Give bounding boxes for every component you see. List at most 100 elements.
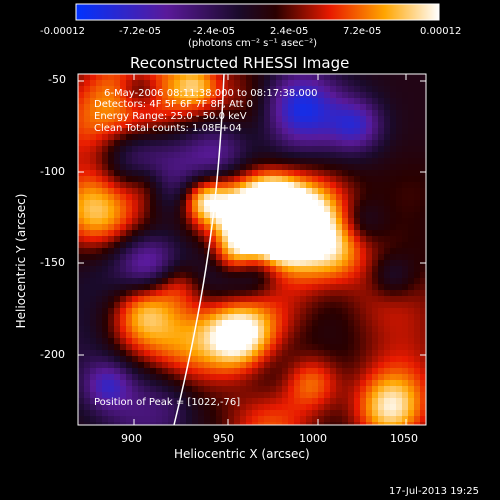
image-pixel [138, 386, 145, 393]
image-pixel [360, 74, 367, 81]
image-pixel [408, 248, 415, 255]
image-pixel [192, 254, 199, 261]
image-pixel [240, 116, 247, 123]
image-pixel [282, 320, 289, 327]
image-pixel [408, 230, 415, 237]
image-pixel [276, 182, 283, 189]
image-pixel [234, 284, 241, 291]
image-pixel [270, 152, 277, 159]
image-pixel [354, 182, 361, 189]
image-pixel [396, 74, 403, 81]
image-pixel [174, 338, 181, 345]
image-pixel [330, 368, 337, 375]
image-pixel [396, 182, 403, 189]
image-pixel [294, 86, 301, 93]
image-pixel [90, 176, 97, 183]
image-pixel [402, 230, 409, 237]
image-pixel [78, 146, 85, 153]
image-pixel [186, 338, 193, 345]
image-pixel [126, 116, 133, 123]
image-pixel [366, 296, 373, 303]
image-pixel [300, 332, 307, 339]
image-pixel [90, 254, 97, 261]
image-pixel [420, 140, 426, 147]
image-pixel [228, 200, 235, 207]
image-pixel [276, 368, 283, 375]
image-pixel [174, 272, 181, 279]
image-pixel [372, 152, 379, 159]
image-pixel [138, 308, 145, 315]
image-pixel [270, 296, 277, 303]
image-pixel [234, 314, 241, 321]
image-pixel [318, 146, 325, 153]
image-pixel [96, 272, 103, 279]
image-pixel [336, 422, 343, 425]
image-pixel [180, 362, 187, 369]
image-pixel [324, 200, 331, 207]
image-pixel [132, 164, 139, 171]
image-pixel [150, 188, 157, 195]
image-pixel [210, 338, 217, 345]
image-pixel [258, 86, 265, 93]
image-pixel [168, 218, 175, 225]
image-pixel [270, 272, 277, 279]
image-pixel [186, 74, 193, 81]
image-pixel [132, 398, 139, 405]
image-pixel [282, 308, 289, 315]
image-pixel [336, 176, 343, 183]
image-pixel [372, 254, 379, 261]
plot-frame [77, 73, 427, 426]
image-pixel [162, 74, 169, 81]
image-pixel [330, 374, 337, 381]
image-pixel [378, 320, 385, 327]
image-pixel [342, 332, 349, 339]
image-pixel [168, 410, 175, 417]
image-pixel [234, 266, 241, 273]
y-tick-label: -50 [48, 73, 66, 86]
image-pixel [144, 116, 151, 123]
image-pixel [228, 350, 235, 357]
image-pixel [186, 164, 193, 171]
image-pixel [198, 368, 205, 375]
image-pixel [318, 122, 325, 129]
image-pixel [222, 146, 229, 153]
image-pixel [180, 350, 187, 357]
image-pixel [240, 290, 247, 297]
image-pixel [198, 326, 205, 333]
image-pixel [288, 122, 295, 129]
image-pixel [78, 152, 85, 159]
image-pixel [402, 266, 409, 273]
image-pixel [384, 134, 391, 141]
image-pixel [336, 320, 343, 327]
image-pixel [414, 410, 421, 417]
image-pixel [294, 272, 301, 279]
image-pixel [90, 182, 97, 189]
image-pixel [354, 110, 361, 117]
image-pixel [198, 146, 205, 153]
image-pixel [108, 74, 115, 81]
image-pixel [138, 332, 145, 339]
image-pixel [90, 398, 97, 405]
image-pixel [306, 278, 313, 285]
image-pixel [342, 290, 349, 297]
image-pixel [198, 266, 205, 273]
image-pixel [270, 86, 277, 93]
image-pixel [132, 206, 139, 213]
image-pixel [264, 326, 271, 333]
image-pixel [396, 278, 403, 285]
image-pixel [150, 98, 157, 105]
image-pixel [252, 80, 259, 87]
image-pixel [336, 182, 343, 189]
image-pixel [264, 116, 271, 123]
image-pixel [228, 158, 235, 165]
image-pixel [384, 410, 391, 417]
image-pixel [240, 314, 247, 321]
image-pixel [132, 122, 139, 129]
image-pixel [258, 134, 265, 141]
image-pixel [390, 386, 397, 393]
image-pixel [366, 164, 373, 171]
image-pixel [114, 296, 121, 303]
image-pixel [276, 98, 283, 105]
image-pixel [138, 368, 145, 375]
image-pixel [144, 392, 151, 399]
